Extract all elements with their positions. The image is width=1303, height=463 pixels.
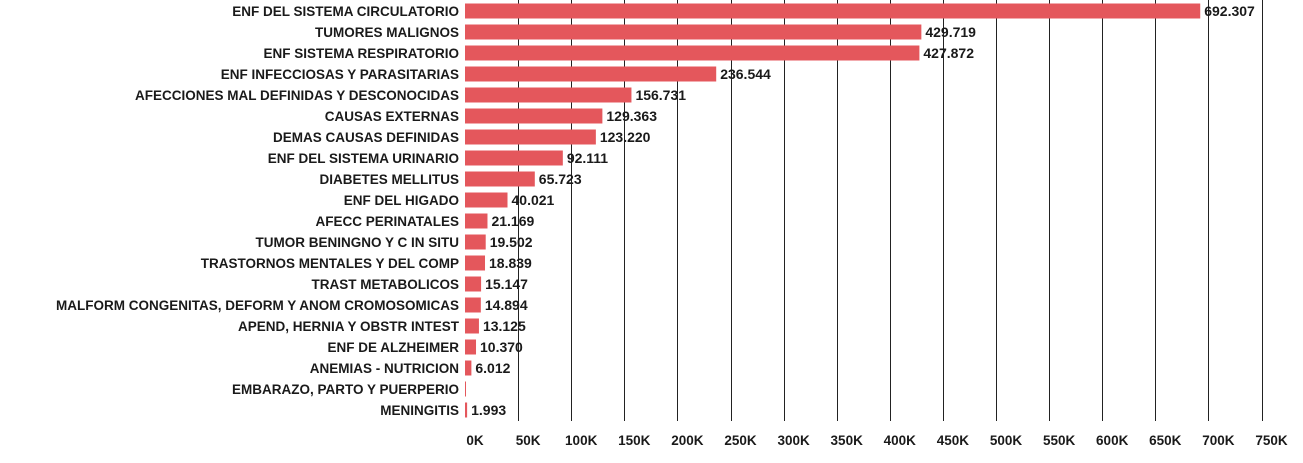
category-label: TUMORES MALIGNOS xyxy=(315,25,459,40)
grid xyxy=(518,0,1263,421)
bar xyxy=(465,318,479,334)
category-label: CAUSAS EXTERNAS xyxy=(325,109,459,124)
value-label: 21.169 xyxy=(491,213,534,229)
bar xyxy=(465,66,717,82)
value-label: 15.147 xyxy=(485,276,528,292)
bar xyxy=(465,234,486,250)
bar xyxy=(465,297,481,313)
category-label: ENF DE ALZHEIMER xyxy=(328,340,460,355)
bar xyxy=(465,150,563,166)
bars xyxy=(465,3,1201,418)
x-tick-label: 700K xyxy=(1202,433,1235,448)
x-tick-label: 50K xyxy=(516,433,541,448)
category-label: ENF INFECCIOSAS Y PARASITARIAS xyxy=(221,67,459,82)
category-label: DIABETES MELLITUS xyxy=(319,172,459,187)
bar xyxy=(465,381,466,397)
x-tick-label: 300K xyxy=(777,433,810,448)
value-label: 65.723 xyxy=(539,171,582,187)
category-label: ENF DEL SISTEMA URINARIO xyxy=(268,151,459,166)
category-label: TUMOR BENINGNO Y C IN SITU xyxy=(255,235,459,250)
bar xyxy=(465,87,632,103)
value-label: 13.125 xyxy=(483,318,526,334)
x-tick-label: 150K xyxy=(618,433,651,448)
x-tick-label: 100K xyxy=(565,433,598,448)
bar xyxy=(465,129,596,145)
x-tick-label: 350K xyxy=(831,433,864,448)
x-tick-label: 200K xyxy=(671,433,704,448)
category-label: EMBARAZO, PARTO Y PUERPERIO xyxy=(232,382,459,397)
bar xyxy=(465,24,922,40)
category-label: ENF DEL SISTEMA CIRCULATORIO xyxy=(232,4,459,19)
x-tick-label: 0K xyxy=(466,433,484,448)
category-label: ANEMIAS - NUTRICION xyxy=(310,361,459,376)
bar xyxy=(465,339,477,355)
value-label: 18.839 xyxy=(489,255,532,271)
category-label: MALFORM CONGENITAS, DEFORM Y ANOM CROMOS… xyxy=(56,298,459,313)
category-label: DEMAS CAUSAS DEFINIDAS xyxy=(273,130,459,145)
category-label: AFECC PERINATALES xyxy=(315,214,459,229)
x-tick-label: 550K xyxy=(1043,433,1076,448)
category-labels: ENF DEL SISTEMA CIRCULATORIO TUMORES MALI… xyxy=(56,4,460,418)
bar xyxy=(465,192,508,208)
value-label: 6.012 xyxy=(475,360,510,376)
bar xyxy=(465,213,488,229)
x-tick-label: 450K xyxy=(937,433,970,448)
value-label: 236.544 xyxy=(720,66,771,82)
bar xyxy=(465,108,603,124)
bar xyxy=(465,402,468,418)
value-label: 92.111 xyxy=(567,150,608,166)
x-tick-label: 500K xyxy=(990,433,1023,448)
value-labels: 692.307 429.719 427.872 236.544 156.731 129.3… xyxy=(471,3,1255,418)
value-label: 427.872 xyxy=(923,45,974,61)
category-label: AFECCIONES MAL DEFINIDAS Y DESCONOCIDAS xyxy=(135,88,459,103)
x-axis-tick-labels: 0K 50K 100K 150K 200K 250K 300K 350K 400K 450K 500… xyxy=(466,433,1288,448)
category-label: ENF DEL HIGADO xyxy=(344,193,459,208)
category-label: MENINGITIS xyxy=(380,403,459,418)
category-label: TRASTORNOS MENTALES Y DEL COMP xyxy=(201,256,459,271)
bar xyxy=(465,45,920,61)
bar xyxy=(465,276,482,292)
x-tick-label: 750K xyxy=(1255,433,1288,448)
value-label: 14.894 xyxy=(485,297,528,313)
value-label: 429.719 xyxy=(925,24,976,40)
bar xyxy=(465,3,1201,19)
x-tick-label: 600K xyxy=(1096,433,1129,448)
category-label: ENF SISTEMA RESPIRATORIO xyxy=(263,46,459,61)
x-tick-label: 650K xyxy=(1149,433,1182,448)
value-label: 129.363 xyxy=(606,108,657,124)
value-label: 1.993 xyxy=(471,402,506,418)
value-label: 123.220 xyxy=(600,129,651,145)
value-label: 692.307 xyxy=(1204,3,1255,19)
value-label: 156.731 xyxy=(635,87,686,103)
value-label: 40.021 xyxy=(512,192,555,208)
x-tick-label: 400K xyxy=(884,433,917,448)
value-label: 10.370 xyxy=(480,339,523,355)
value-label: 19.502 xyxy=(490,234,533,250)
bar xyxy=(465,171,535,187)
category-label: TRAST METABOLICOS xyxy=(312,277,460,292)
x-tick-label: 250K xyxy=(724,433,757,448)
bar xyxy=(465,360,472,376)
bar xyxy=(465,255,486,271)
category-label: APEND, HERNIA Y OBSTR INTEST xyxy=(238,319,460,334)
